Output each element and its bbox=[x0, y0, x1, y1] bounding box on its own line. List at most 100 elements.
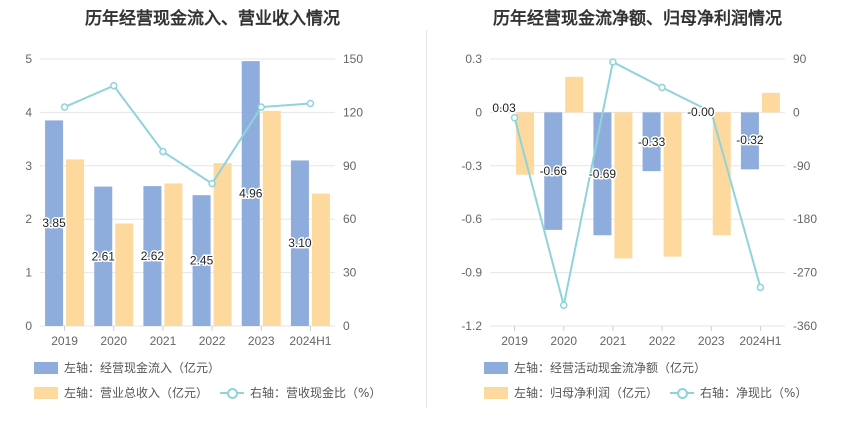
x-tick-label: 2022 bbox=[649, 334, 676, 348]
y-tick-right: -270 bbox=[793, 266, 817, 280]
chart-panel-cashflow-revenue: 历年经营现金流入、营业收入情况 0 1 2 3 4 5 0 30 60 90 120 150 2019 2… bbox=[25, 9, 381, 401]
data-label: 3.10 bbox=[288, 236, 312, 250]
legend-label-ratio: 右轴：营收现金比（%） bbox=[250, 386, 382, 400]
line-point bbox=[756, 283, 765, 292]
bar-primary bbox=[241, 61, 260, 327]
chart-title: 历年经营现金流净额、归母净利润情况 bbox=[493, 9, 782, 29]
y-tick-left: 1 bbox=[25, 266, 32, 280]
bar-secondary bbox=[516, 112, 535, 175]
data-label: 4.96 bbox=[239, 187, 263, 201]
x-tick-label: 2021 bbox=[150, 334, 177, 348]
legend-label-profit: 左轴：归母净利润（亿元） bbox=[514, 386, 659, 400]
y-tick-left: -0.9 bbox=[461, 266, 482, 280]
legend-label-revenue: 左轴：营业总收入（亿元） bbox=[64, 386, 209, 400]
y-tick-right: -360 bbox=[793, 319, 817, 333]
y-tick-right: 30 bbox=[343, 266, 357, 280]
bar-secondary bbox=[565, 76, 584, 113]
bar-primary bbox=[642, 112, 661, 172]
legend-item-ratio[interactable]: 右轴：营收现金比（%） bbox=[220, 384, 381, 401]
bar-secondary bbox=[712, 112, 731, 236]
y-tick-right: 90 bbox=[343, 159, 357, 173]
bar-secondary bbox=[66, 159, 85, 326]
data-label: 2.62 bbox=[141, 249, 165, 263]
bar-primary bbox=[691, 112, 710, 113]
y-tick-right: 120 bbox=[343, 105, 363, 119]
line-point bbox=[159, 147, 167, 156]
data-label: -0.69 bbox=[589, 167, 617, 181]
y-tick-left: 4 bbox=[25, 105, 32, 119]
legend-line-net-ratio-icon bbox=[670, 387, 694, 399]
chart-title: 历年经营现金流入、营业收入情况 bbox=[85, 9, 340, 29]
bar-primary bbox=[544, 112, 563, 230]
x-tick-label: 2023 bbox=[698, 334, 725, 348]
legend-swatch-revenue bbox=[34, 386, 58, 399]
line-point bbox=[707, 108, 715, 116]
legend-item-net-ratio[interactable]: 右轴：净现比（%） bbox=[670, 384, 807, 401]
y-tick-right: -90 bbox=[793, 159, 811, 173]
x-tick-label: 2019 bbox=[51, 334, 78, 348]
legend-item-netflow[interactable]: 左轴：经营活动现金流净额（亿元） bbox=[484, 359, 706, 376]
line-point bbox=[658, 83, 666, 92]
bar-secondary bbox=[663, 112, 682, 257]
line-point bbox=[510, 113, 519, 122]
chart-panel-netflow-profit: 历年经营现金流净额、归母净利润情况 -1.2 -0.9 -0.6 -0.3 0 0.3 -3… bbox=[425, 0, 850, 437]
bar-primary bbox=[593, 112, 612, 236]
x-tick-label: 2024H1 bbox=[739, 334, 781, 348]
bar-secondary bbox=[262, 110, 281, 326]
x-tick-label: 2021 bbox=[600, 334, 627, 348]
data-label: -0.33 bbox=[638, 135, 666, 149]
line-point bbox=[60, 103, 69, 111]
x-tick-label: 2020 bbox=[100, 334, 127, 348]
bar-secondary bbox=[213, 163, 232, 326]
legend-swatch-profit bbox=[484, 386, 508, 399]
bar-primary bbox=[740, 112, 759, 170]
y-tick-right: 0 bbox=[343, 319, 350, 333]
y-tick-right: 90 bbox=[793, 52, 807, 66]
data-label: 2.45 bbox=[190, 254, 214, 268]
series-line bbox=[513, 60, 762, 306]
y-tick-left: 3 bbox=[25, 159, 32, 173]
legend-label-inflow: 左轴：经营现金流入（亿元） bbox=[64, 361, 221, 375]
y-tick-right: 60 bbox=[343, 212, 357, 226]
x-tick-label: 2020 bbox=[550, 334, 577, 348]
y-tick-right: 0 bbox=[793, 105, 800, 119]
panel-divider bbox=[426, 30, 427, 408]
bar-primary bbox=[143, 186, 162, 326]
data-label: 3.85 bbox=[42, 216, 66, 230]
legend-item-revenue[interactable]: 左轴：营业总收入（亿元） bbox=[34, 384, 208, 401]
legend-item-inflow[interactable]: 左轴：经营现金流入（亿元） bbox=[34, 359, 220, 376]
line-point bbox=[560, 301, 568, 309]
chart-plot-cashflow-revenue: 0 1 2 3 4 5 0 30 60 90 120 150 2019 2020 2021 2022 2023 2… bbox=[25, 52, 363, 348]
bar-secondary bbox=[614, 112, 633, 259]
y-tick-left: -0.3 bbox=[461, 159, 482, 173]
line-point bbox=[110, 81, 118, 90]
line-point bbox=[257, 103, 265, 111]
bar-secondary bbox=[115, 223, 134, 326]
bar-secondary bbox=[761, 92, 780, 113]
x-tick-label: 2019 bbox=[501, 334, 528, 348]
data-label: 2.61 bbox=[92, 249, 116, 263]
line-point bbox=[208, 179, 216, 188]
legend-swatch-netflow bbox=[484, 361, 508, 374]
bar-primary bbox=[94, 186, 113, 326]
y-tick-left: -1.2 bbox=[461, 319, 482, 333]
bar-primary bbox=[45, 120, 64, 326]
y-tick-left: 0 bbox=[25, 319, 32, 333]
y-tick-left: 5 bbox=[25, 52, 32, 66]
legend-swatch-inflow bbox=[34, 361, 58, 374]
data-label: 0.03 bbox=[492, 101, 516, 115]
x-tick-label: 2024H1 bbox=[289, 334, 331, 348]
legend-label-net-ratio: 右轴：净现比（%） bbox=[700, 386, 808, 400]
chart-plot-netflow-profit: -1.2 -0.9 -0.6 -0.3 0 0.3 -360 -270 -180 -90 0 90 20… bbox=[461, 52, 817, 348]
data-label: -0.32 bbox=[736, 133, 764, 147]
line-point bbox=[306, 99, 315, 108]
data-label: -0.00 bbox=[687, 105, 715, 119]
x-tick-label: 2022 bbox=[199, 334, 226, 348]
series-line bbox=[64, 84, 311, 185]
legend-item-profit[interactable]: 左轴：归母净利润（亿元） bbox=[484, 384, 658, 401]
y-tick-right: -180 bbox=[793, 212, 817, 226]
line-point bbox=[609, 58, 617, 66]
y-tick-left: 0 bbox=[475, 105, 482, 119]
y-tick-right: 150 bbox=[343, 52, 363, 66]
bar-primary bbox=[192, 195, 211, 326]
